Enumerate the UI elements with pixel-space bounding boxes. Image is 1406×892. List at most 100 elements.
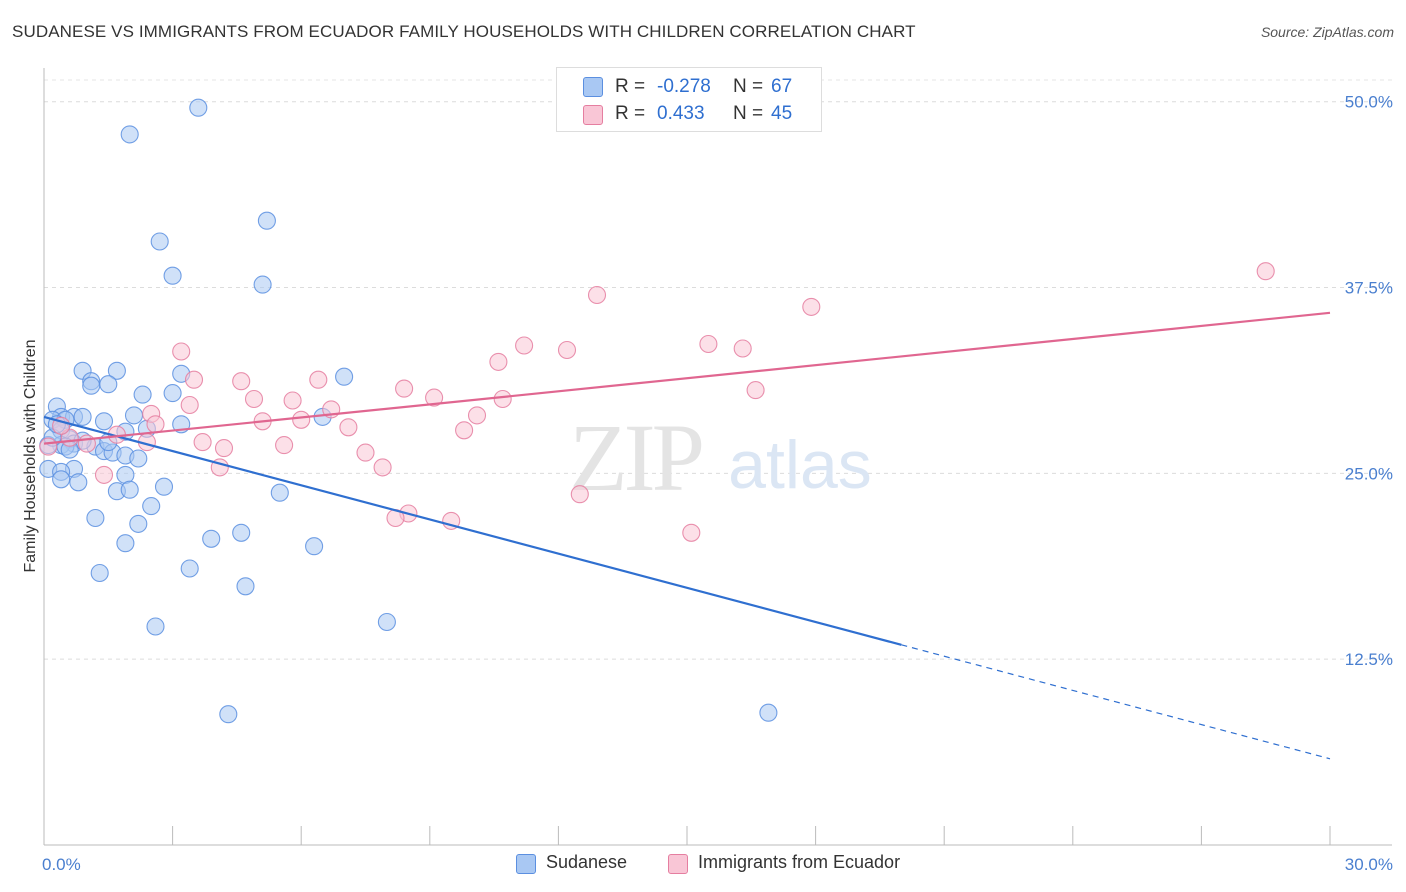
- y-axis-label: Family Households with Children: [22, 340, 39, 573]
- ecuador-point-8: [489, 352, 508, 371]
- stats-legend: R = -0.278 N = 67 R = 0.433 N = 45: [556, 67, 822, 132]
- legend-n-label-2: N =: [733, 103, 764, 124]
- axes: [43, 68, 1392, 846]
- bottom-legend-swatch-sudanese: [516, 854, 536, 874]
- sudanese-point-60: [759, 703, 778, 722]
- sudanese-point-49: [129, 514, 148, 533]
- legend-swatch-ecuador: [583, 105, 603, 125]
- ecuador-point-32: [214, 439, 234, 458]
- ecuador-point-42: [682, 523, 701, 542]
- trendline-ecuador: [43, 311, 1331, 445]
- sudanese-point-53: [305, 537, 324, 556]
- sudanese-point-56: [236, 577, 255, 596]
- trendline-sudanese-dashed: [901, 644, 1331, 760]
- bottom-legend-sudanese: Sudanese: [546, 852, 628, 872]
- x-tick-label-1: 30.0%: [1345, 855, 1393, 874]
- sudanese-point-13: [133, 385, 152, 404]
- sudanese-point-50: [202, 529, 221, 548]
- ecuador-point-33: [356, 443, 375, 462]
- ecuador-point-3: [515, 336, 534, 355]
- watermark-zip: ZIP: [569, 404, 702, 511]
- legend-r-label-1: R =: [615, 76, 646, 97]
- sudanese-point-3: [150, 232, 169, 251]
- ecuador-point-37: [94, 465, 114, 484]
- sudanese-point-12: [82, 376, 101, 395]
- ecuador-point-5: [699, 334, 718, 354]
- legend-r-value-1: -0.278: [657, 76, 711, 97]
- ecuador-point-24: [146, 415, 165, 434]
- sudanese-point-43: [154, 477, 174, 496]
- sudanese-point-19: [124, 406, 144, 425]
- sudanese-point-48: [86, 508, 105, 528]
- sudanese-point-45: [120, 480, 139, 499]
- sudanese-point-47: [142, 497, 161, 516]
- sudanese-point-55: [90, 563, 109, 583]
- bottom-legend-ecuador: Immigrants from Ecuador: [698, 852, 901, 872]
- sudanese-point-52: [116, 534, 135, 553]
- ecuador-point-30: [193, 433, 212, 452]
- legend-n-label-1: N =: [733, 76, 764, 97]
- chart-source: Source: ZipAtlas.com: [1260, 24, 1394, 40]
- x-tick-label-0: 0.0%: [42, 855, 81, 874]
- sudanese-point-7: [107, 361, 126, 380]
- ecuador-point-18: [180, 395, 199, 415]
- ecuador-point-26: [455, 421, 474, 440]
- ecuador-point-25: [339, 418, 358, 437]
- tick-labels: 12.5% 25.0% 37.5% 50.0% 0.0% 30.0%: [42, 93, 1393, 874]
- sudanese-point-41: [69, 473, 88, 492]
- sudanese-point-18: [73, 407, 92, 426]
- ecuador-point-10: [232, 372, 251, 391]
- ecuador-point-17: [493, 389, 512, 409]
- y-tick-label-2: 37.5%: [1345, 279, 1393, 298]
- sudanese-point-14: [163, 384, 182, 403]
- ecuador-point-31: [275, 436, 294, 455]
- y-tick-label-3: 50.0%: [1345, 93, 1393, 112]
- sudanese-point-1: [120, 125, 139, 144]
- grid-lines: [44, 79, 1392, 660]
- ecuador-point-21: [467, 406, 487, 425]
- trendline-sudanese: [43, 415, 902, 646]
- sudanese-point-4: [163, 266, 182, 285]
- sudanese-point-36: [129, 449, 148, 468]
- sudanese-point-57: [377, 612, 396, 632]
- ecuador-point-15: [283, 391, 302, 410]
- data-points: [39, 98, 1275, 724]
- ecuador-point-14: [244, 389, 264, 409]
- ecuador-point-36: [373, 458, 392, 477]
- ecuador-point-9: [184, 370, 204, 389]
- ecuador-point-34: [39, 437, 58, 456]
- watermark: ZIP atlas: [569, 404, 872, 511]
- ecuador-point-7: [172, 342, 191, 361]
- sudanese-point-9: [335, 367, 354, 386]
- legend-r-label-2: R =: [615, 103, 646, 124]
- sudanese-point-59: [219, 705, 238, 724]
- sudanese-point-11: [99, 375, 118, 394]
- sudanese-point-0: [189, 98, 208, 117]
- sudanese-point-51: [232, 523, 251, 542]
- sudanese-point-46: [270, 483, 289, 502]
- ecuador-point-4: [557, 340, 577, 360]
- legend-n-value-1: 67: [771, 76, 793, 97]
- ecuador-point-1: [587, 285, 607, 305]
- sudanese-point-58: [146, 617, 165, 636]
- ecuador-point-2: [802, 297, 821, 316]
- ecuador-point-13: [746, 381, 765, 400]
- legend-r-value-2: 0.433: [657, 103, 705, 124]
- ecuador-point-6: [733, 339, 752, 358]
- sudanese-point-2: [257, 211, 276, 230]
- legend-n-value-2: 45: [771, 103, 793, 124]
- y-tick-label-1: 25.0%: [1345, 464, 1393, 483]
- ecuador-point-11: [309, 370, 328, 389]
- chart-title: SUDANESE VS IMMIGRANTS FROM ECUADOR FAMI…: [12, 22, 916, 41]
- bottom-legend-swatch-ecuador: [668, 854, 688, 874]
- y-tick-label-0: 12.5%: [1345, 650, 1393, 669]
- ecuador-point-38: [570, 485, 589, 504]
- legend-swatch-sudanese: [583, 77, 603, 97]
- sudanese-point-40: [52, 470, 71, 489]
- sudanese-point-54: [180, 559, 199, 578]
- sudanese-point-5: [253, 275, 272, 294]
- ecuador-point-12: [395, 379, 414, 398]
- ecuador-point-23: [292, 410, 311, 429]
- trend-lines: [43, 311, 1331, 760]
